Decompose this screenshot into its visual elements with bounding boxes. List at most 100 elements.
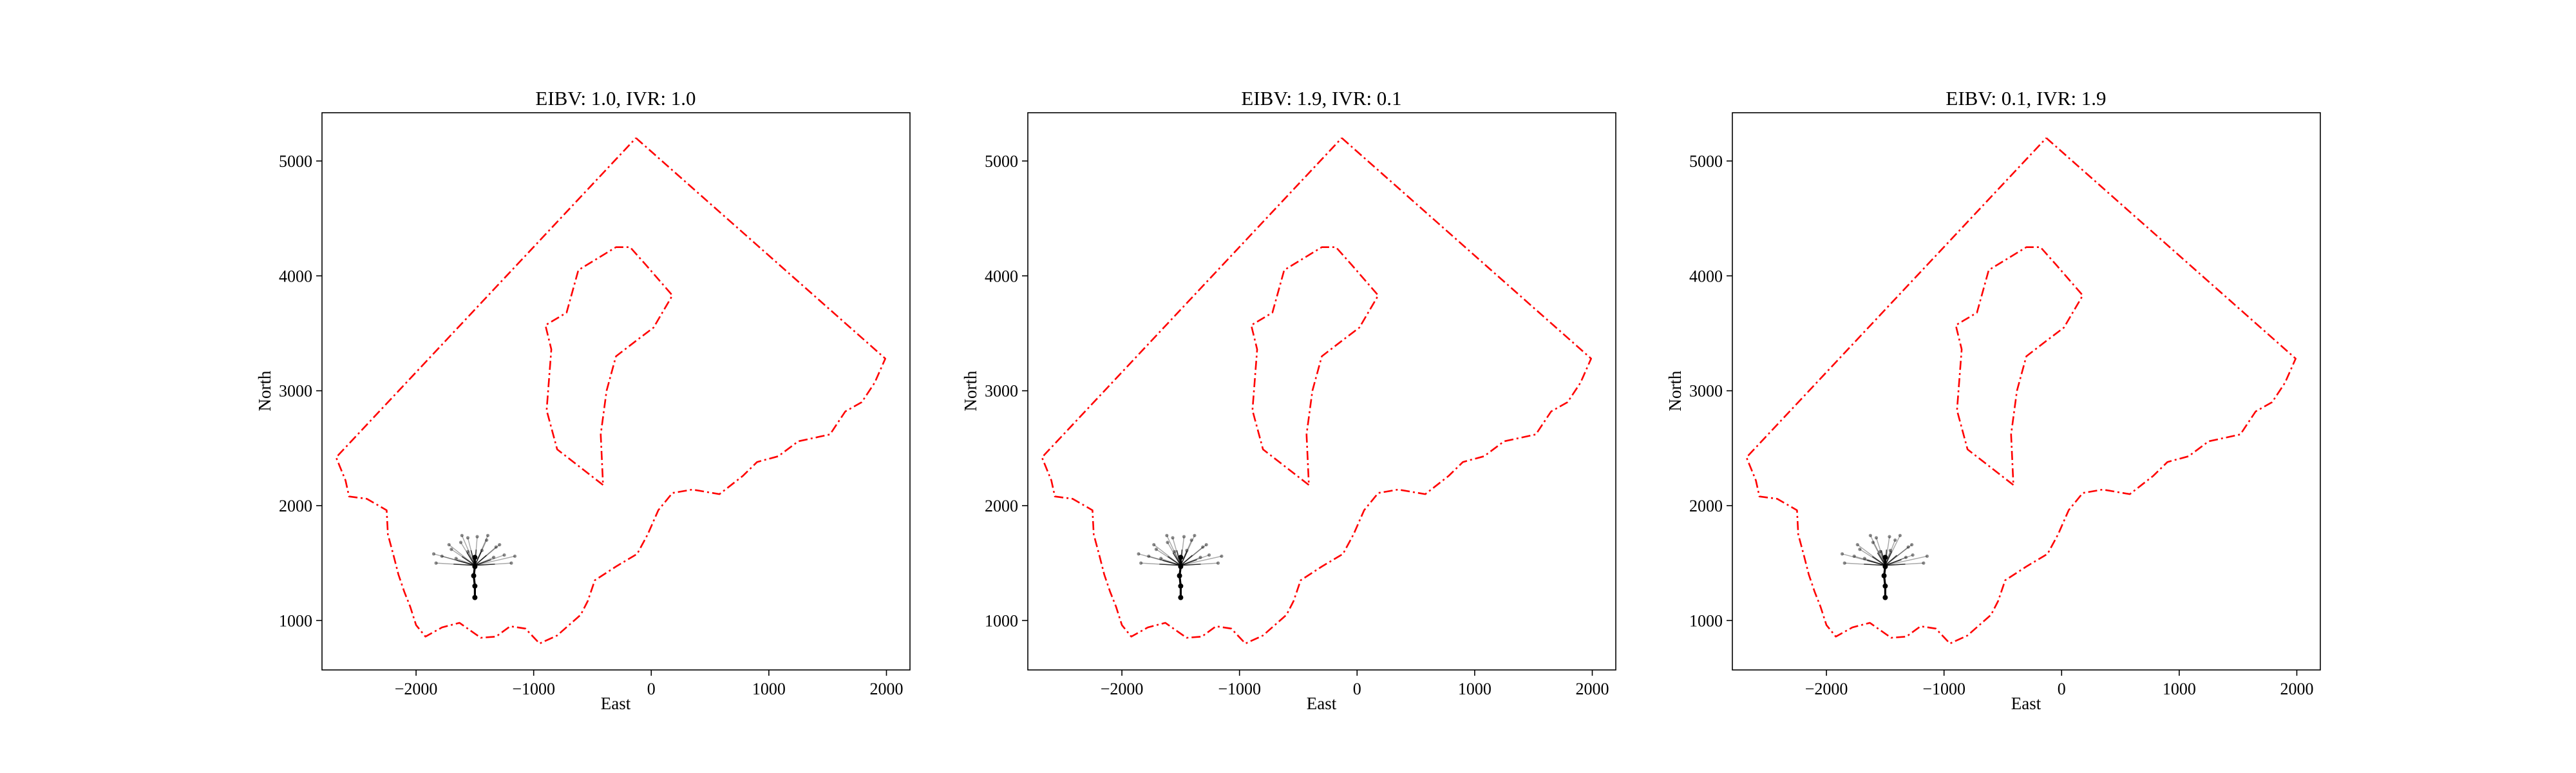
trajectory-point	[472, 555, 478, 560]
candidate-point	[1842, 561, 1846, 565]
candidate-point	[486, 533, 490, 537]
candidate-point	[1165, 533, 1169, 537]
y-axis-label: North	[961, 370, 980, 411]
trajectory-point	[1178, 555, 1184, 560]
candidate-branch-inner	[1884, 555, 1897, 566]
candidate-branch-inner	[1885, 559, 1902, 566]
candidate-point	[1166, 540, 1170, 544]
y-tick-label: 4000	[985, 267, 1018, 285]
y-tick-label: 3000	[1689, 382, 1723, 401]
subplot-title: EIBV: 1.0, IVR: 1.0	[535, 87, 696, 110]
candidate-point	[1152, 542, 1156, 547]
candidate-branch-inner	[475, 563, 495, 566]
candidate-point	[440, 554, 444, 558]
outer-boundary-line	[335, 137, 886, 645]
subplot-title: EIBV: 1.9, IVR: 0.1	[1241, 87, 1401, 110]
trajectory-point	[1178, 595, 1184, 600]
axes-frame	[321, 112, 911, 671]
candidate-point	[1189, 538, 1193, 542]
candidate-branch-inner	[1885, 563, 1906, 566]
candidate-branch-line	[461, 535, 476, 566]
candidate-branch-inner	[474, 551, 482, 566]
candidate-point	[1173, 549, 1177, 553]
outer-boundary-line	[1041, 137, 1592, 645]
x-tick-label: 0	[1353, 680, 1361, 698]
candidate-point	[1185, 548, 1189, 553]
candidate-point	[1193, 533, 1197, 537]
candidate-point	[494, 545, 498, 549]
x-tick-label: −2000	[395, 680, 438, 698]
x-tick-label: 1000	[1458, 680, 1492, 698]
trajectory-point	[1177, 573, 1182, 578]
candidate-branch-inner	[1162, 560, 1181, 566]
candidate-branch-inner	[1180, 555, 1193, 566]
trajectory-point	[1882, 583, 1888, 589]
candidate-point	[485, 538, 489, 542]
y-tick-label: 2000	[279, 497, 312, 515]
candidate-branch-line	[1180, 555, 1222, 566]
y-tick-label: 5000	[1689, 152, 1723, 171]
candidate-point	[1911, 553, 1915, 557]
candidate-point	[502, 553, 506, 557]
candidate-branch-line	[1885, 555, 1927, 566]
candidate-point	[1137, 552, 1141, 556]
candidate-point	[466, 536, 470, 540]
x-tick-label: 2000	[1575, 680, 1609, 698]
subplot-1: EIBV: 1.0, IVR: 1.0 East North −2000 −100…	[255, 87, 911, 713]
candidate-branch-inner	[461, 556, 475, 566]
candidate-point	[1906, 545, 1910, 549]
inner-boundary-line	[1250, 246, 1379, 486]
x-tick-label: 2000	[2280, 680, 2313, 698]
candidate-point	[498, 542, 502, 547]
candidate-point	[466, 549, 470, 553]
candidate-branch-line	[475, 555, 515, 566]
candidate-point	[513, 554, 517, 558]
y-tick-label: 1000	[279, 611, 312, 630]
candidate-point	[1898, 533, 1902, 537]
x-tick-label: −1000	[512, 680, 555, 698]
candidate-point	[1868, 533, 1872, 537]
candidate-point	[475, 535, 479, 539]
trajectory-point	[1882, 564, 1888, 569]
trajectory-point	[1178, 583, 1184, 589]
candidate-branch-inner	[1871, 556, 1886, 566]
candidate-point	[1216, 561, 1220, 565]
candidate-point	[434, 561, 438, 565]
candidate-branch-inner	[453, 563, 475, 566]
candidate-branch-inner	[466, 552, 476, 566]
subplot-title: EIBV: 0.1, IVR: 1.9	[1946, 87, 2106, 110]
x-axis-label: East	[601, 694, 631, 713]
candidate-point	[431, 552, 436, 556]
candidate-branch-line	[1166, 535, 1182, 566]
inner-boundary-line	[544, 246, 674, 486]
trajectory-point	[472, 564, 478, 569]
candidate-branch-inner	[1159, 563, 1181, 566]
candidate-point	[1878, 549, 1882, 553]
trajectory-point	[472, 595, 478, 600]
trajectory-point	[1882, 555, 1888, 560]
candidate-point	[1893, 538, 1897, 542]
y-tick-label: 1000	[985, 611, 1018, 630]
y-axis-label: North	[1665, 370, 1685, 411]
x-tick-label: −2000	[1805, 680, 1848, 698]
x-tick-label: 1000	[2163, 680, 2196, 698]
candidate-point	[1139, 561, 1143, 565]
subplot-2: EIBV: 1.9, IVR: 0.1 East North −2000 −100…	[961, 87, 1616, 713]
candidate-point	[1910, 542, 1914, 547]
outer-boundary-line	[1745, 137, 2297, 645]
axes-frame	[1027, 112, 1616, 671]
y-tick-label: 4000	[279, 267, 312, 285]
trajectory-point	[1178, 564, 1184, 569]
candidate-point	[1147, 554, 1151, 558]
candidate-point	[1852, 554, 1856, 558]
inner-boundary-line	[1955, 246, 2084, 486]
y-tick-label: 5000	[279, 152, 312, 171]
candidate-branch-inner	[1867, 560, 1886, 566]
y-tick-label: 3000	[985, 382, 1018, 401]
y-tick-label: 1000	[1689, 611, 1723, 630]
candidate-branch-inner	[1864, 563, 1886, 566]
x-tick-label: −1000	[1218, 680, 1261, 698]
candidate-branch-inner	[1877, 552, 1886, 566]
candidate-point	[1871, 540, 1875, 544]
